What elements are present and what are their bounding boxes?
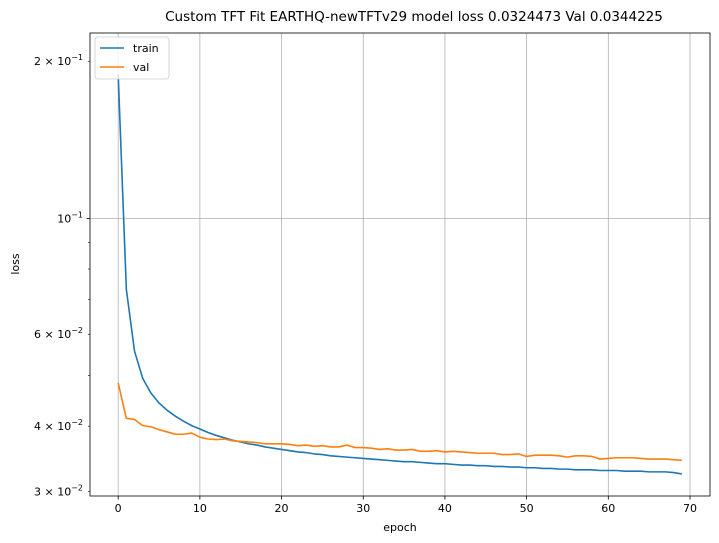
y-minor-tick-label: 3 × 10−2 [34, 483, 83, 498]
x-axis-label: epoch [383, 521, 417, 534]
y-axis: 10−1 3 × 10−2 4 × 10−2 6 × 10−2 2 × 10−1 [34, 53, 90, 498]
plot-frame [89, 32, 711, 497]
y-minor-tick-label: 4 × 10−2 [34, 418, 83, 433]
x-tick-label: 70 [683, 502, 697, 515]
y-tick-label: 10−1 [57, 210, 83, 225]
grid [90, 33, 710, 496]
series-line-train [117, 74, 682, 475]
legend-label-val: val [133, 61, 149, 74]
chart-title: Custom TFT Fit EARTHQ-newTFTv29 model lo… [165, 9, 663, 25]
y-minor-tick-label: 2 × 10−1 [34, 53, 83, 68]
x-tick-label: 0 [115, 502, 122, 515]
legend: train val [94, 36, 170, 80]
x-tick-label: 50 [520, 502, 534, 515]
x-tick-label: 10 [193, 502, 207, 515]
x-tick-label: 60 [601, 502, 615, 515]
x-tick-label: 40 [438, 502, 452, 515]
x-axis: 0 10 20 30 40 50 60 70 [115, 496, 697, 515]
y-axis-label: loss [9, 253, 22, 275]
series-line-val [117, 382, 682, 462]
plot-area [89, 32, 711, 497]
series-lines [117, 74, 682, 475]
x-tick-label: 20 [275, 502, 289, 515]
legend-label-train: train [133, 42, 159, 55]
y-minor-tick-label: 6 × 10−2 [34, 326, 83, 341]
x-tick-label: 30 [356, 502, 370, 515]
plot-background [90, 33, 710, 496]
